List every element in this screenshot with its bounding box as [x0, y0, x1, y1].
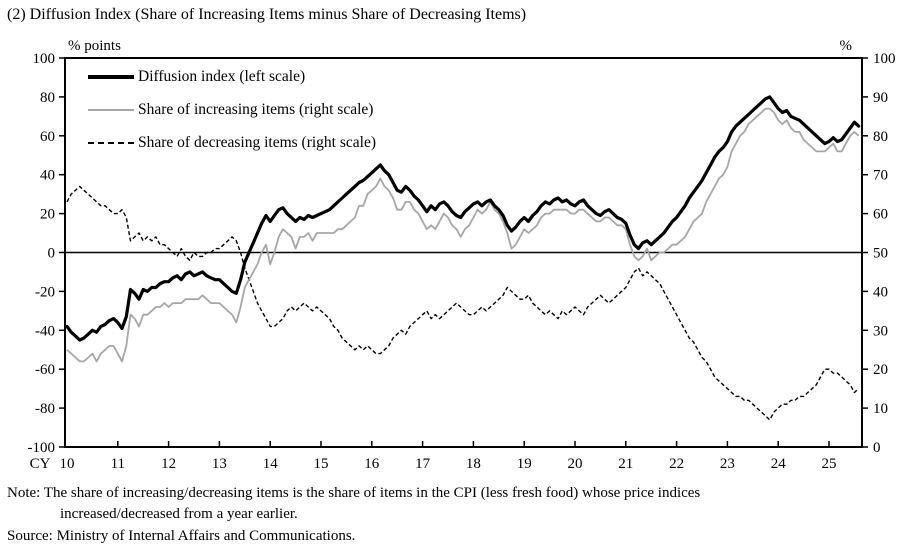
left-axis-tick-label: 20 — [40, 207, 55, 223]
axes: 100806040200-20-40-60-80-100100908070605… — [28, 38, 896, 472]
x-axis-year-label: 10 — [60, 456, 75, 472]
diffusion-index-line — [65, 95, 861, 342]
note-line2: increased/decreased from a year earlier. — [60, 506, 298, 523]
note-line1: Note: The share of increasing/decreasing… — [7, 485, 701, 501]
left-axis-tick-label: -60 — [35, 362, 55, 378]
x-axis-year-label: 12 — [161, 456, 176, 472]
legend-label: Diffusion index (left scale) — [138, 67, 306, 85]
chart-title: (2) Diffusion Index (Share of Increasing… — [7, 6, 527, 23]
left-axis-tick-label: 0 — [48, 246, 56, 262]
x-axis-year-label: 11 — [111, 456, 125, 472]
right-axis-tick-label: 70 — [873, 168, 888, 184]
x-axis-year-label: 15 — [314, 456, 329, 472]
legend-item-decreasing: Share of decreasing items (right scale) — [88, 126, 376, 159]
x-axis-cy-label: CY — [30, 456, 51, 472]
right-axis-tick-label: 20 — [873, 362, 888, 378]
gray-line-sample — [88, 108, 134, 111]
x-axis-year-label: 20 — [568, 456, 583, 472]
left-axis-tick-label: 40 — [40, 168, 55, 184]
share-decreasing-line — [66, 185, 860, 421]
right-axis-tick-label: 10 — [873, 401, 888, 417]
left-axis-tick-label: -40 — [35, 323, 55, 339]
left-axis-tick-label: -100 — [28, 440, 56, 456]
right-axis-unit-label: % — [840, 38, 853, 54]
left-axis-tick-label: -80 — [35, 401, 55, 417]
legend-item-increasing: Share of increasing items (right scale) — [88, 93, 376, 126]
source-line: Source: Ministry of Internal Affairs and… — [7, 527, 356, 544]
x-axis-year-label: 18 — [466, 456, 481, 472]
legend-label: Share of decreasing items (right scale) — [138, 133, 377, 151]
left-axis-tick-label: -20 — [35, 284, 55, 300]
legend-item-diffusion-index: Diffusion index (left scale) — [88, 60, 376, 93]
right-axis-tick-label: 30 — [873, 323, 888, 339]
x-axis-year-label: 23 — [720, 456, 735, 472]
legend-label: Share of increasing items (right scale) — [138, 100, 374, 118]
x-axis-year-label: 22 — [669, 456, 684, 472]
x-axis-year-label: 19 — [517, 456, 532, 472]
right-axis-tick-label: 0 — [873, 440, 881, 456]
right-axis-tick-label: 60 — [873, 207, 888, 223]
x-axis-year-label: 16 — [364, 456, 380, 472]
x-axis-year-label: 17 — [415, 456, 431, 472]
left-axis-unit-label: % points — [68, 38, 121, 54]
legend: Diffusion index (left scale) Share of in… — [88, 60, 376, 159]
left-axis-tick-label: 80 — [40, 90, 55, 106]
x-axis-year-label: 25 — [822, 456, 837, 472]
share-increasing-line — [66, 107, 860, 363]
right-axis-tick-label: 90 — [873, 90, 888, 106]
right-axis-tick-label: 80 — [873, 129, 888, 145]
left-axis-tick-label: 60 — [40, 129, 55, 145]
right-axis-tick-label: 100 — [873, 51, 896, 67]
right-axis-tick-label: 40 — [873, 284, 888, 300]
x-axis-year-label: 14 — [263, 456, 279, 472]
chart-canvas: 100806040200-20-40-60-80-100100908070605… — [28, 38, 896, 472]
right-axis-tick-label: 50 — [873, 246, 888, 262]
left-axis-tick-label: 100 — [33, 51, 56, 67]
thick-black-line-sample — [88, 74, 134, 79]
x-axis-year-label: 13 — [212, 456, 227, 472]
x-axis-year-label: 24 — [771, 456, 787, 472]
dashed-line-sample — [88, 141, 134, 144]
x-axis-year-label: 21 — [618, 456, 633, 472]
footnotes: Note: The share of increasing/decreasing… — [7, 483, 909, 547]
